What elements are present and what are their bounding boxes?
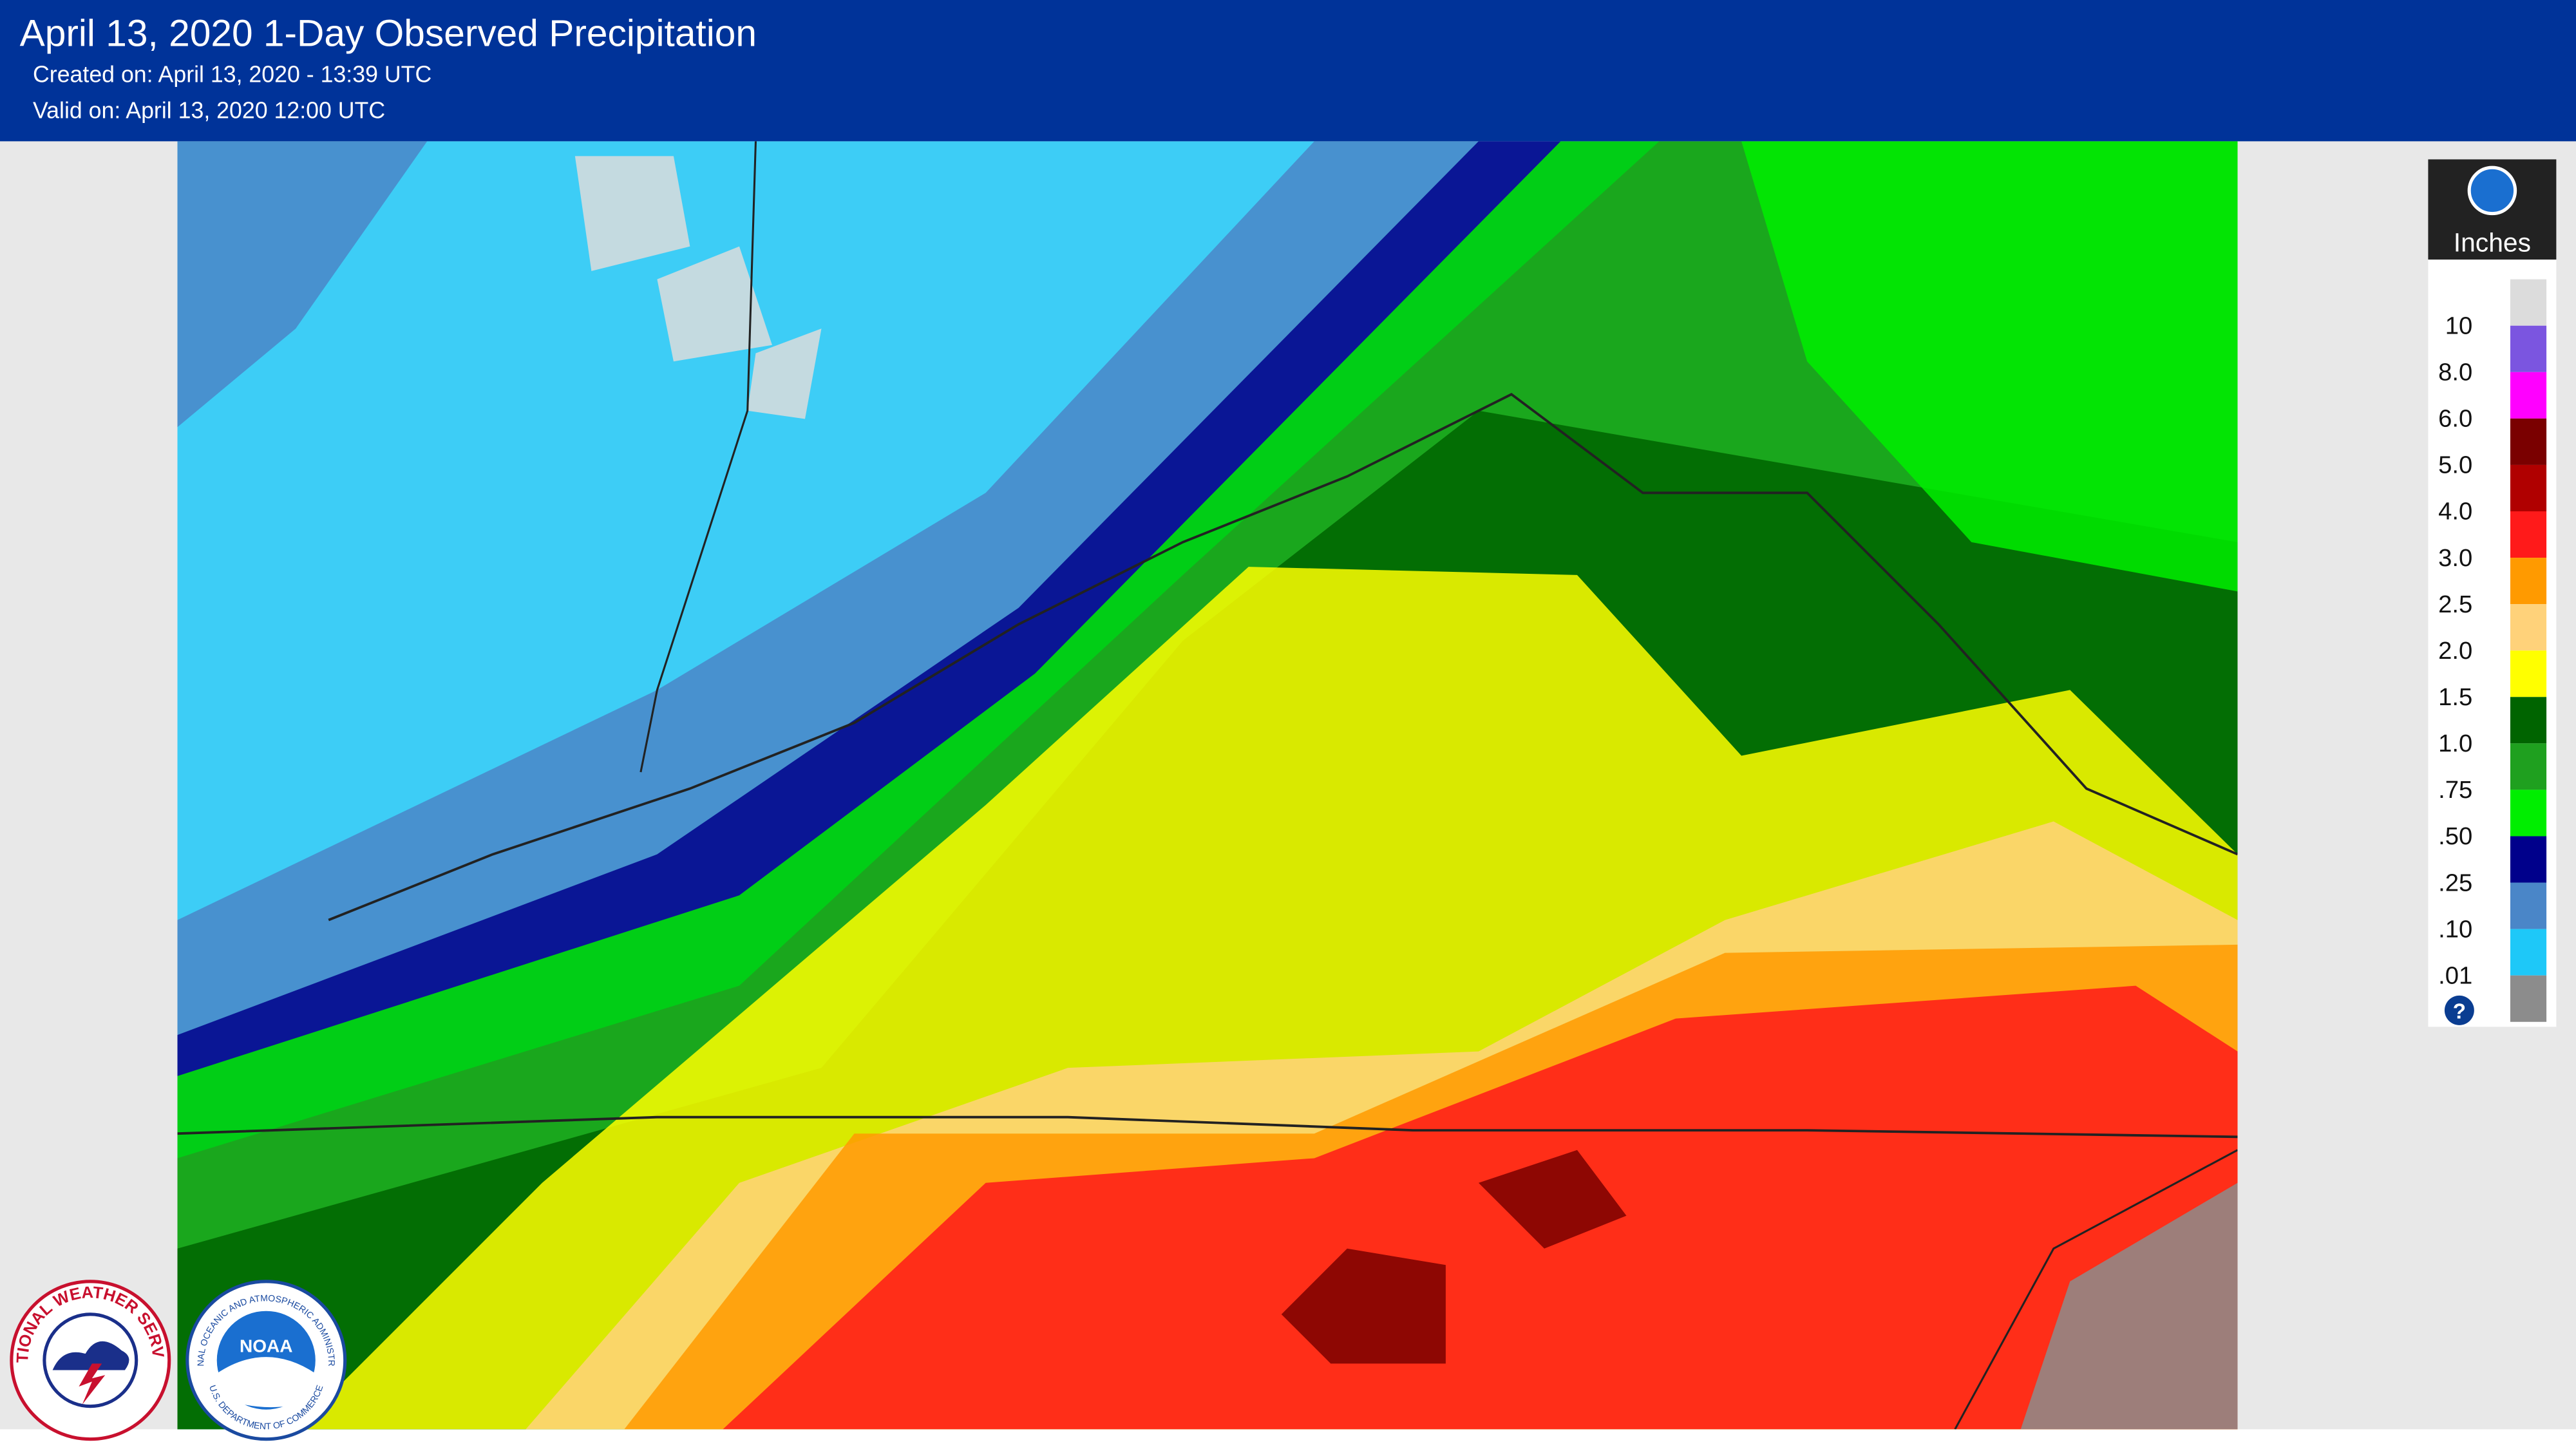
precip-band [657,246,772,362]
legend-swatch [2510,697,2547,744]
legend-unit: Inches [2454,227,2531,257]
header-bar [0,0,2576,142]
precip-band [574,156,690,271]
noaa-icon [2467,166,2517,216]
legend-label: 1.5 [2438,683,2472,711]
nws-bolt [79,1363,106,1405]
noaa-text: NOAA [240,1336,293,1356]
legend-label: 5.0 [2438,451,2472,479]
bottom-strip [0,1429,2576,1449]
legend-swatch [2510,558,2547,605]
legend-label: 10 [2445,312,2473,339]
state-border [639,141,757,773]
legend-swatch [2510,975,2547,1022]
legend-label: 2.5 [2438,591,2472,618]
legend-swatch [2510,790,2547,837]
legend-swatch [2510,604,2547,651]
legend-swatch [2510,929,2547,976]
legend-label: 8.0 [2438,359,2472,386]
legend-swatch [2510,325,2547,372]
precip-band [1741,141,2238,592]
precip-band [177,141,428,428]
legend-swatch [2510,650,2547,697]
help-label[interactable]: ? [2453,1000,2466,1024]
legend-swatch [2510,836,2547,883]
legend-label: .50 [2438,822,2472,850]
precip-band [723,985,2238,1430]
legend-label: .25 [2438,869,2472,896]
legend-label: 4.0 [2438,498,2472,526]
legend-label: 2.0 [2438,637,2472,665]
legend-swatch [2510,372,2547,419]
precip-band [1281,1248,1446,1364]
help-icon[interactable] [2444,995,2474,1025]
state-border [1954,1149,2238,1430]
nws-cloud [52,1341,129,1370]
legend-label: 1.0 [2438,730,2472,757]
state-border [328,393,2238,922]
valid: Valid on: April 13, 2020 12:00 UTC [33,98,385,124]
map [177,141,2238,1430]
legend-swatch [2510,882,2547,929]
title: April 13, 2020 1-Day Observed Precipitat… [20,12,757,54]
legend-label: .10 [2438,915,2472,943]
legend-swatch [2510,418,2547,465]
noaa-wave [216,1357,316,1408]
precip-band [1478,1150,1627,1249]
legend-swatch [2510,464,2547,512]
legend-swatch [2510,511,2547,558]
legend-swatch [2510,279,2547,326]
created: Created on: April 13, 2020 - 13:39 UTC [33,62,431,88]
legend-label: .01 [2438,961,2472,989]
precip-band [2020,1182,2238,1430]
legend-label: 3.0 [2438,544,2472,572]
legend-label: .75 [2438,776,2472,804]
state-border [177,1115,2238,1139]
precip-band [747,328,822,419]
legend: Inches ? 10 8.0 6.0 5.0 4.0 3.0 2.5 2.0 1.5 1.0 .7… [2428,159,2557,1027]
legend-label: 6.0 [2438,405,2472,433]
legend-swatch [2510,743,2547,790]
